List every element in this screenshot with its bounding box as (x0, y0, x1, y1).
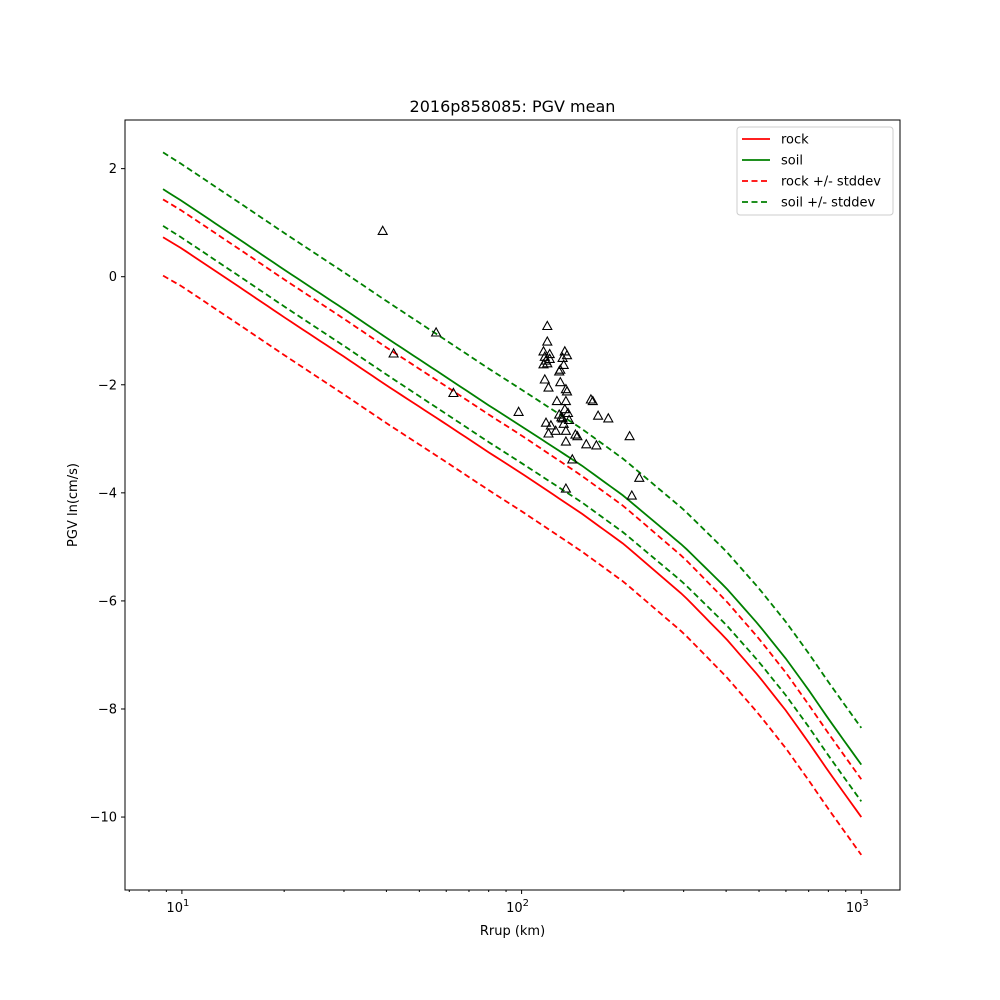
observation-marker (560, 482, 572, 493)
observation-marker (592, 409, 604, 420)
observation-marker (550, 425, 562, 435)
observation-marker (566, 453, 578, 464)
observation-marker (590, 439, 602, 450)
y-axis-ticks: 2 0 −2 −4 −6 −8 −10 (90, 162, 125, 826)
observation-marker (559, 403, 571, 414)
observation-marker (541, 335, 553, 346)
observation-marker (580, 438, 592, 449)
y-tick-label: −10 (90, 811, 117, 826)
y-tick-label: −8 (98, 702, 117, 717)
observation-marker (633, 472, 645, 482)
legend-label: soil +/- stddev (781, 196, 876, 211)
observation-marker (569, 428, 581, 439)
observation-marker (541, 320, 553, 331)
observation-marker (553, 408, 565, 419)
plot-series-group (162, 151, 863, 856)
observation-marker (560, 425, 572, 435)
observation-marker (513, 406, 525, 416)
legend-box (736, 126, 894, 216)
observation-marker (563, 414, 575, 425)
observation-marker (544, 353, 556, 363)
observation-marker (560, 435, 572, 446)
legend-label: rock (781, 133, 809, 148)
x-axis-label: Rrup (km) (480, 924, 545, 939)
y-tick-label: 2 (109, 162, 117, 177)
observation-marker (539, 351, 551, 361)
legend-label: soil (781, 154, 803, 169)
observation-marker (447, 387, 459, 398)
chart-title: 2016p858085: PGV mean (410, 97, 616, 116)
y-axis-label: PGV ln(cm/s) (66, 463, 81, 547)
observation-marker (543, 381, 554, 392)
observation-marker (545, 419, 557, 430)
observation-marker (539, 373, 551, 384)
x-tick-label: 103 (846, 898, 869, 916)
legend: rock soil rock +/- stddev soil +/- stddev (736, 126, 894, 216)
observation-marker (624, 430, 636, 441)
observation-marker (587, 395, 599, 406)
observation-marker (561, 349, 573, 360)
observation-marker (430, 326, 442, 337)
series-line-2 (162, 198, 863, 780)
observation-marker (558, 359, 570, 369)
y-tick-label: −4 (98, 486, 117, 501)
y-tick-label: 0 (109, 270, 117, 285)
plot-frame (124, 119, 901, 891)
observation-marker (554, 376, 566, 387)
observation-marker (540, 416, 552, 427)
observation-marker (543, 427, 554, 438)
y-tick-label: −6 (98, 594, 117, 609)
legend-label: rock +/- stddev (781, 175, 881, 190)
observation-marker (377, 225, 389, 235)
observation-marker (554, 363, 566, 374)
series-line-5 (162, 225, 863, 802)
observation-marker (571, 430, 583, 441)
observation-marker (585, 393, 597, 404)
observation-marker (551, 395, 563, 406)
observation-marker (626, 489, 638, 500)
observation-markers-group (377, 225, 645, 500)
series-line-4 (162, 151, 863, 729)
y-tick-label: −2 (98, 378, 117, 393)
series-line-1 (162, 188, 863, 766)
x-axis-ticks: 101 102 103 (128, 890, 869, 916)
observation-marker (544, 348, 556, 359)
observation-marker (561, 385, 573, 396)
x-tick-label: 102 (506, 898, 529, 916)
x-tick-label: 101 (166, 898, 189, 916)
observation-marker (560, 395, 572, 406)
observation-marker (602, 412, 614, 423)
observation-marker (388, 347, 400, 358)
series-line-0 (162, 236, 863, 818)
